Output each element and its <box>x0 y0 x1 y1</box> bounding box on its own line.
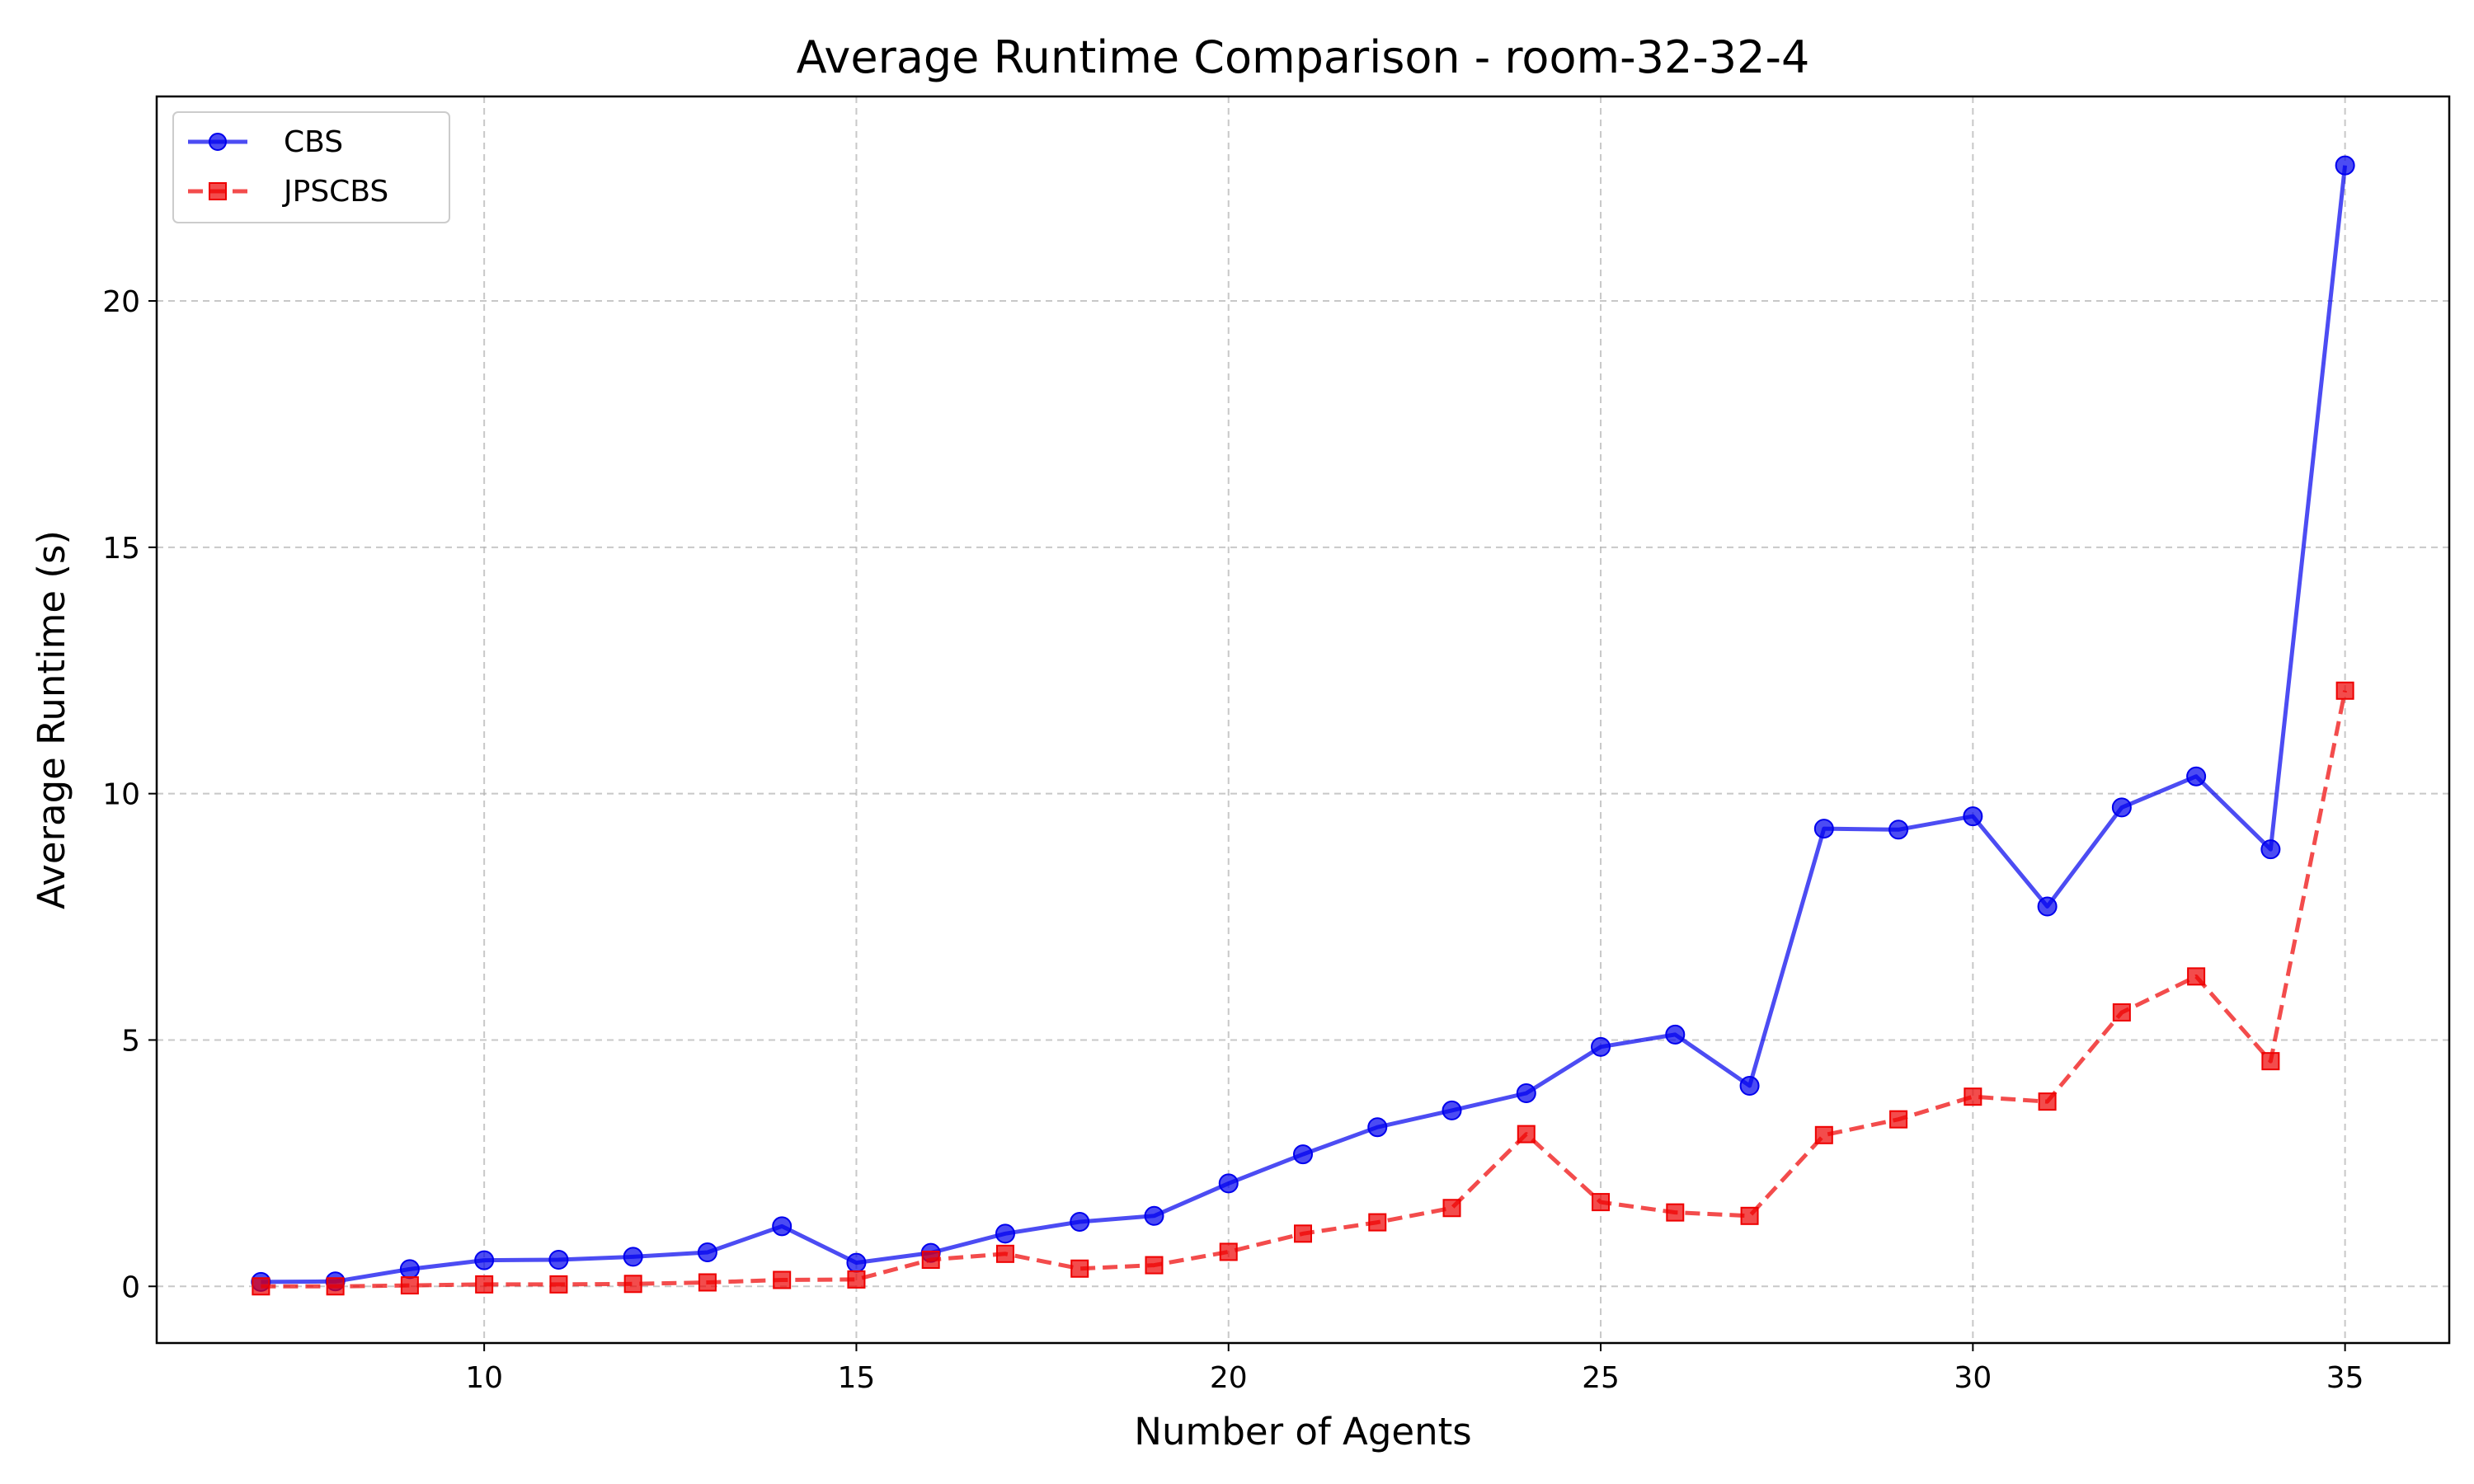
data-point-cbs <box>2261 840 2279 858</box>
y-tick-label: 20 <box>102 285 140 319</box>
data-point-cbs <box>1443 1101 1461 1120</box>
chart-title: Average Runtime Comparison - room-32-32-… <box>797 31 1810 83</box>
data-point-jpscbs <box>1518 1126 1535 1143</box>
data-point-jpscbs <box>848 1271 864 1288</box>
data-point-jpscbs <box>2337 683 2354 699</box>
data-point-cbs <box>1220 1174 1238 1192</box>
data-point-jpscbs <box>1592 1194 1609 1210</box>
y-tick-label: 5 <box>121 1024 140 1058</box>
data-point-jpscbs <box>699 1274 716 1290</box>
legend-label-cbs: CBS <box>284 125 343 159</box>
data-point-cbs <box>1815 819 1833 838</box>
x-axis-label: Number of Agents <box>1134 1410 1471 1453</box>
data-point-cbs <box>2336 157 2354 175</box>
data-point-jpscbs <box>1295 1225 1311 1242</box>
legend-marker-cbs <box>209 134 226 150</box>
data-point-cbs <box>847 1254 865 1272</box>
data-point-jpscbs <box>774 1272 790 1289</box>
data-point-jpscbs <box>1221 1243 1237 1260</box>
data-point-jpscbs <box>327 1278 344 1294</box>
data-point-jpscbs <box>2039 1093 2056 1110</box>
data-point-jpscbs <box>2114 1004 2130 1021</box>
data-point-jpscbs <box>2188 968 2204 984</box>
data-point-cbs <box>1964 807 1982 825</box>
data-point-jpscbs <box>1964 1088 1981 1105</box>
data-point-jpscbs <box>2262 1053 2279 1069</box>
x-tick-label: 15 <box>838 1361 876 1395</box>
data-point-jpscbs <box>476 1276 492 1293</box>
data-point-cbs <box>1517 1084 1536 1102</box>
data-point-cbs <box>475 1252 493 1270</box>
data-point-cbs <box>2187 768 2205 786</box>
data-point-cbs <box>2113 798 2131 816</box>
y-tick-label: 15 <box>102 532 140 566</box>
data-point-cbs <box>1145 1207 1163 1225</box>
data-point-cbs <box>698 1243 717 1261</box>
data-point-cbs <box>401 1260 419 1278</box>
legend-label-jpscbs: JPSCBS <box>282 175 388 209</box>
data-point-cbs <box>1741 1077 1759 1095</box>
data-point-cbs <box>1070 1213 1089 1231</box>
data-point-cbs <box>549 1251 567 1269</box>
data-point-jpscbs <box>997 1246 1014 1262</box>
data-point-cbs <box>1294 1145 1312 1163</box>
data-point-cbs <box>624 1247 642 1266</box>
data-point-cbs <box>996 1224 1014 1242</box>
legend: CBS JPSCBS <box>173 112 449 223</box>
data-point-jpscbs <box>1145 1257 1162 1274</box>
data-point-jpscbs <box>1890 1111 1907 1128</box>
x-tick-label: 35 <box>2326 1361 2364 1395</box>
y-tick-label: 0 <box>121 1270 140 1304</box>
data-point-jpscbs <box>1071 1261 1088 1277</box>
x-tick-label: 30 <box>1954 1361 1992 1395</box>
legend-marker-jpscbs <box>209 183 226 200</box>
data-point-cbs <box>773 1217 791 1235</box>
data-point-jpscbs <box>923 1252 939 1268</box>
data-point-cbs <box>1368 1118 1386 1136</box>
x-tick-label: 25 <box>1582 1361 1620 1395</box>
x-tick-label: 10 <box>465 1361 503 1395</box>
y-tick-label: 10 <box>102 778 140 812</box>
data-point-jpscbs <box>1369 1214 1385 1231</box>
data-point-jpscbs <box>550 1276 567 1293</box>
data-point-cbs <box>1889 820 1907 838</box>
data-point-jpscbs <box>1667 1205 1683 1221</box>
data-point-jpscbs <box>402 1277 418 1294</box>
data-point-cbs <box>1592 1038 1610 1056</box>
data-point-jpscbs <box>252 1278 269 1294</box>
data-point-jpscbs <box>1444 1200 1460 1216</box>
data-point-jpscbs <box>625 1275 642 1292</box>
data-point-jpscbs <box>1742 1208 1758 1224</box>
data-point-cbs <box>1666 1026 1684 1044</box>
data-point-cbs <box>2039 898 2057 916</box>
y-axis-label: Average Runtime (s) <box>30 530 73 909</box>
data-point-jpscbs <box>1816 1127 1832 1144</box>
x-tick-label: 20 <box>1210 1361 1248 1395</box>
